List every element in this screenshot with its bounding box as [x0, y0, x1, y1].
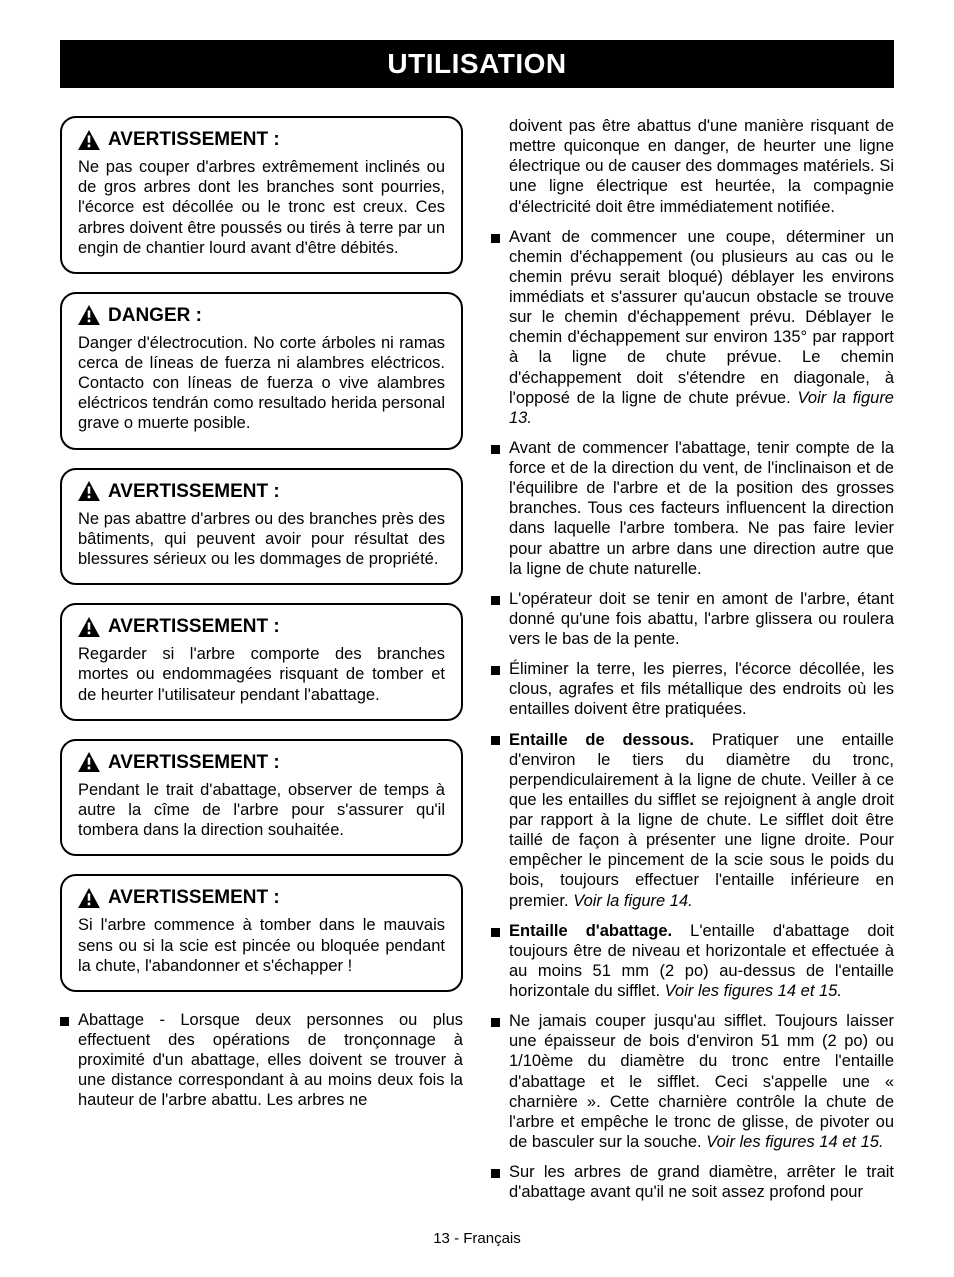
warning-triangle-icon [78, 752, 100, 772]
bullet-text: Pratiquer une entaille d'environ le tier… [509, 731, 894, 910]
continuation-text: doivent pas être abattus d'une manière r… [491, 116, 894, 217]
right-column: doivent pas être abattus d'une manière r… [491, 116, 894, 1212]
warning-body: Regarder si l'arbre comporte des branche… [78, 644, 445, 704]
warning-header: AVERTISSEMENT : [78, 751, 445, 774]
figure-ref: Voir les figures 14 et 15. [665, 982, 842, 1000]
warning-box-6: AVERTISSEMENT : Si l'arbre commence à to… [60, 874, 463, 992]
page-footer: 13 - Français [60, 1230, 894, 1247]
bullet-heading: Entaille de dessous. [509, 731, 694, 749]
warning-label: AVERTISSEMENT : [108, 128, 280, 151]
list-item: Abattage - Lorsque deux personnes ou plu… [60, 1010, 463, 1111]
warning-triangle-icon [78, 617, 100, 637]
danger-label: DANGER : [108, 304, 202, 327]
warning-body: Pendant le trait d'abattage, observer de… [78, 780, 445, 840]
bullet-text: Ne jamais couper jusqu'au sifflet. Toujo… [509, 1012, 894, 1151]
section-title: UTILISATION [60, 40, 894, 88]
list-item: Éliminer la terre, les pierres, l'écorce… [491, 659, 894, 719]
warning-box-1: AVERTISSEMENT : Ne pas couper d'arbres e… [60, 116, 463, 274]
list-item: Entaille d'abattage. L'entaille d'abatta… [491, 921, 894, 1002]
warning-triangle-icon [78, 130, 100, 150]
list-item: Avant de commencer une coupe, déterminer… [491, 227, 894, 428]
left-column: AVERTISSEMENT : Ne pas couper d'arbres e… [60, 116, 463, 1212]
danger-header: DANGER : [78, 304, 445, 327]
right-bullet-list: Avant de commencer une coupe, déterminer… [491, 227, 894, 1203]
bullet-heading: Entaille d'abattage. [509, 922, 672, 940]
content-columns: AVERTISSEMENT : Ne pas couper d'arbres e… [60, 116, 894, 1212]
warning-label: AVERTISSEMENT : [108, 751, 280, 774]
warning-header: AVERTISSEMENT : [78, 886, 445, 909]
warning-box-5: AVERTISSEMENT : Pendant le trait d'abatt… [60, 739, 463, 857]
warning-header: AVERTISSEMENT : [78, 615, 445, 638]
list-item: Entaille de dessous. Pratiquer une entai… [491, 730, 894, 911]
list-item: Sur les arbres de grand diamètre, arrête… [491, 1162, 894, 1202]
warning-box-4: AVERTISSEMENT : Regarder si l'arbre comp… [60, 603, 463, 721]
warning-body: Ne pas couper d'arbres extrêmement incli… [78, 157, 445, 258]
left-bullet-list: Abattage - Lorsque deux personnes ou plu… [60, 1010, 463, 1111]
warning-box-3: AVERTISSEMENT : Ne pas abattre d'arbres … [60, 468, 463, 586]
warning-label: AVERTISSEMENT : [108, 480, 280, 503]
warning-header: AVERTISSEMENT : [78, 480, 445, 503]
warning-body: Si l'arbre commence à tomber dans le mau… [78, 915, 445, 975]
figure-ref: Voir la figure 14. [573, 892, 693, 910]
warning-triangle-icon [78, 305, 100, 325]
warning-triangle-icon [78, 481, 100, 501]
warning-label: AVERTISSEMENT : [108, 886, 280, 909]
figure-ref: Voir les figures 14 et 15. [706, 1133, 883, 1151]
danger-body: Danger d'électrocution. No corte árboles… [78, 333, 445, 434]
page-root: UTILISATION AVERTISSEMENT : Ne pas coupe… [0, 0, 954, 1277]
bullet-text: Avant de commencer une coupe, déterminer… [509, 228, 894, 407]
warning-header: AVERTISSEMENT : [78, 128, 445, 151]
danger-box: DANGER : Danger d'électrocution. No cort… [60, 292, 463, 450]
list-item: Ne jamais couper jusqu'au sifflet. Toujo… [491, 1011, 894, 1152]
warning-label: AVERTISSEMENT : [108, 615, 280, 638]
warning-triangle-icon [78, 888, 100, 908]
list-item: Avant de commencer l'abattage, tenir com… [491, 438, 894, 579]
warning-body: Ne pas abattre d'arbres ou des branches … [78, 509, 445, 569]
list-item: L'opérateur doit se tenir en amont de l'… [491, 589, 894, 649]
